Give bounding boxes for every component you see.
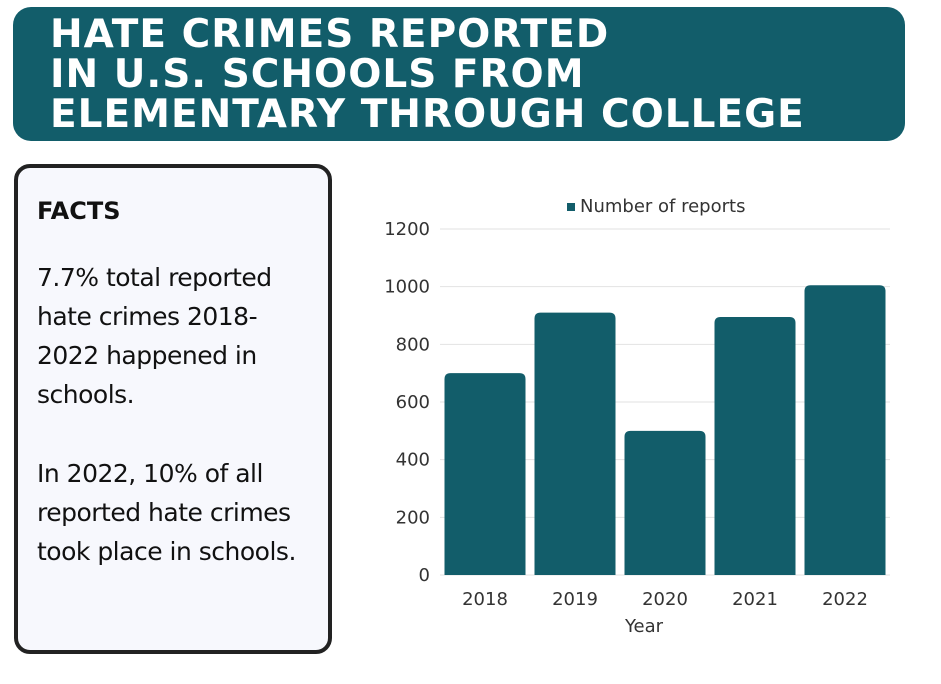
- title-line-2: IN U.S. SCHOOLS FROM: [50, 52, 585, 97]
- x-tick-label-2019: 2019: [552, 589, 598, 610]
- bar-2020: [624, 430, 706, 575]
- x-axis-label: Year: [624, 616, 664, 637]
- bar-2021: [714, 316, 796, 575]
- legend-label: Number of reports: [580, 196, 745, 217]
- legend: Number of reports: [567, 196, 745, 217]
- legend-swatch: [567, 203, 575, 211]
- bars: [444, 285, 886, 575]
- y-tick-label-1200: 1200: [384, 219, 430, 240]
- fact-item-1: 7.7% total reported hate crimes 2018-202…: [37, 263, 272, 409]
- page-title: HATE CRIMES REPORTED IN U.S. SCHOOLS FRO…: [50, 15, 805, 135]
- bar-2018: [444, 373, 526, 575]
- y-axis-ticks: 0 200 400 600 800 1000 1200: [384, 219, 430, 586]
- y-tick-label-600: 600: [396, 392, 430, 413]
- x-tick-label-2020: 2020: [642, 589, 688, 610]
- title-line-3: ELEMENTARY THROUGH COLLEGE: [50, 92, 805, 137]
- x-tick-label-2022: 2022: [822, 589, 868, 610]
- bar-2019: [534, 312, 616, 575]
- facts-panel: FACTS 7.7% total reported hate crimes 20…: [14, 164, 332, 654]
- title-banner: HATE CRIMES REPORTED IN U.S. SCHOOLS FRO…: [13, 7, 905, 141]
- bar-2022: [804, 285, 886, 575]
- y-tick-label-800: 800: [396, 334, 430, 355]
- x-axis-ticks: 2018 2019 2020 2021 2022: [462, 589, 868, 610]
- x-tick-label-2021: 2021: [732, 589, 778, 610]
- fact-item-2: In 2022, 10% of all reported hate crimes…: [37, 459, 296, 566]
- y-tick-label-0: 0: [419, 565, 430, 586]
- facts-heading: FACTS: [37, 197, 121, 225]
- y-tick-label-1000: 1000: [384, 277, 430, 298]
- y-tick-label-400: 400: [396, 450, 430, 471]
- y-tick-label-200: 200: [396, 507, 430, 528]
- title-line-1: HATE CRIMES REPORTED: [50, 12, 610, 57]
- x-tick-label-2018: 2018: [462, 589, 508, 610]
- bar-chart: Number of reports 020040060080010001200 …: [384, 196, 890, 637]
